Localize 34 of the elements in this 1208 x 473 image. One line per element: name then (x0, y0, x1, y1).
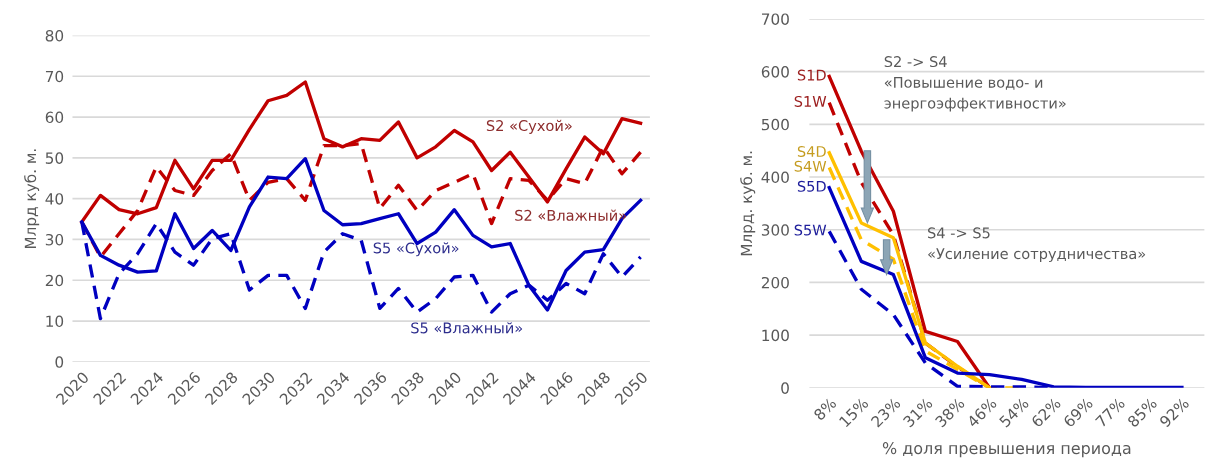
y-axis-title: Млрд. куб. м. (740, 151, 756, 256)
annotation: S4 -> S5 «Усиление сотрудничества» (927, 227, 1146, 262)
y-tick-label: 0 (55, 356, 64, 368)
y-tick-label: 60 (45, 111, 64, 124)
annotation: S2 «Влажный» (515, 209, 627, 221)
y-tick-label: 600 (761, 66, 789, 78)
series-label: S5D (797, 180, 826, 192)
y-tick-label: 400 (761, 171, 789, 184)
annotation: S2 -> S4 «Повышение водо- и энергоэффективности» (884, 56, 1066, 112)
y-tick-label: 300 (761, 224, 789, 236)
y-tick-label: 700 (762, 13, 789, 25)
y-tick-label: 70 (45, 70, 64, 83)
series-label: S4D (797, 145, 826, 158)
series-label: S1D (797, 69, 826, 81)
y-tick-label: 10 (46, 315, 64, 328)
annotation: S5 «Влажный» (411, 322, 523, 334)
x-axis-title: % доля превышения периода (882, 442, 1131, 458)
x-tick-label: 8% (813, 396, 838, 421)
annotation: S5 «Сухой» (373, 242, 459, 257)
y-tick-label: 500 (761, 118, 789, 131)
y-tick-label: 30 (45, 233, 64, 246)
y-tick-label: 0 (781, 382, 789, 394)
y-tick-label: 200 (761, 276, 789, 289)
series-label: S4W (794, 160, 827, 172)
y-axis-title: Млрд куб. м. (24, 149, 40, 249)
y-tick-label: 40 (45, 193, 64, 205)
line-series (827, 185, 1184, 388)
y-tick-label: 20 (45, 274, 64, 287)
y-tick-label: 80 (45, 29, 64, 42)
y-tick-label: 100 (762, 329, 789, 342)
series-label: S5W (794, 224, 827, 236)
series-label: S1W (794, 95, 827, 107)
annotation: S2 «Сухой» (486, 119, 572, 134)
y-tick-label: 50 (45, 152, 64, 164)
